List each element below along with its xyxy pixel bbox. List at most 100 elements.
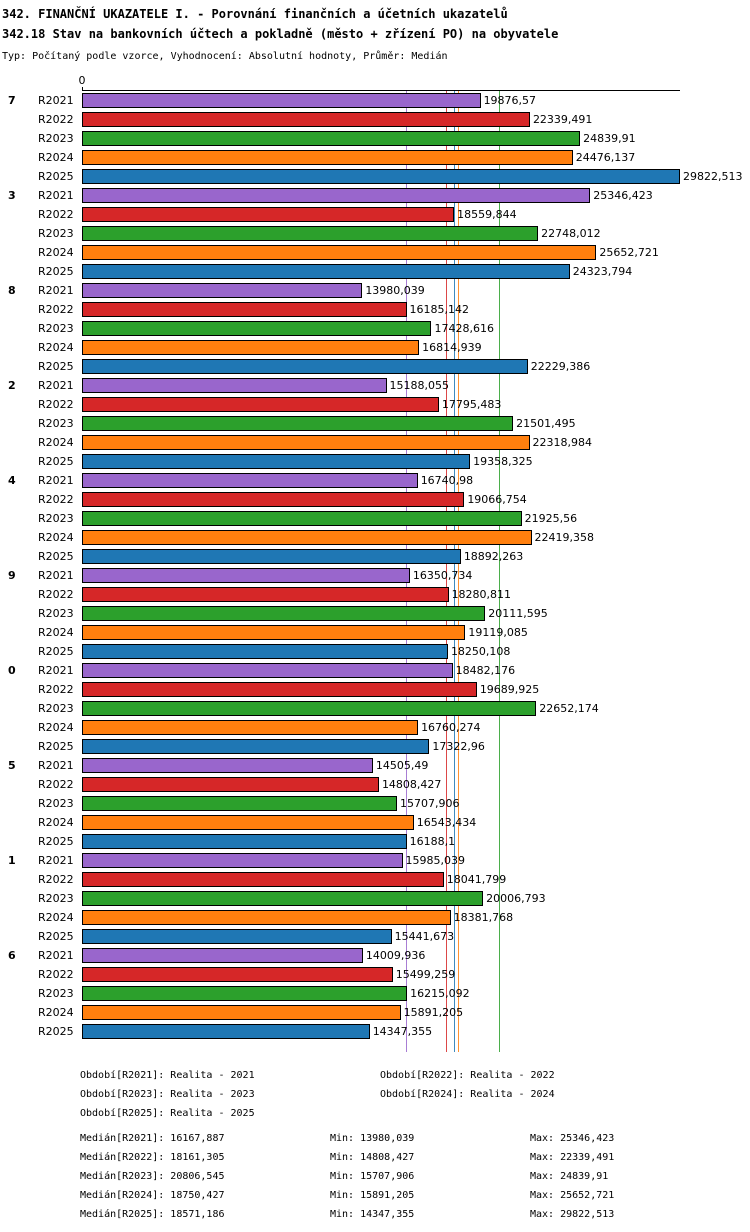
- median-r2023: Medián[R2023]: 20806,545: [80, 1171, 225, 1182]
- value-label: 22318,984: [532, 436, 593, 449]
- bar-row: R2024 24476,137: [0, 148, 750, 167]
- median-r2022: Medián[R2022]: 18161,305: [80, 1152, 225, 1163]
- series-label: R2021: [38, 474, 74, 487]
- series-label: R2024: [38, 341, 74, 354]
- bar-row: R2025 14347,355: [0, 1022, 750, 1041]
- value-label: 17322,96: [432, 740, 485, 753]
- bar-r2021: [82, 188, 591, 203]
- x-axis-zero-label: 0: [78, 74, 86, 87]
- value-label: 21501,495: [516, 417, 576, 430]
- stat-row-r2021: Medián[R2021]: 16167,887 Min: 13980,039 …: [80, 1129, 750, 1148]
- bar-area: 29822,513: [82, 167, 743, 186]
- series-label: R2025: [38, 835, 74, 848]
- bar-r2022: [82, 587, 449, 602]
- bar-row: R2023 20006,793: [0, 889, 750, 908]
- bar-area: 16814,939: [82, 338, 680, 357]
- value-label: 16188,1: [409, 835, 456, 848]
- bar-r2021: [82, 948, 363, 963]
- bar-area: 15985,039: [82, 851, 680, 870]
- bar-area: 20006,793: [82, 889, 680, 908]
- group-label: 6: [8, 949, 16, 962]
- bar-row: R2022 16185,142: [0, 300, 750, 319]
- bar-row: R2025 19358,325: [0, 452, 750, 471]
- bar-area: 16740,98: [82, 471, 680, 490]
- series-label: R2023: [38, 227, 74, 240]
- series-label: R2025: [38, 645, 74, 658]
- bar-area: 18482,176: [82, 661, 680, 680]
- series-label: R2024: [38, 531, 74, 544]
- bar-row: R2022 18041,799: [0, 870, 750, 889]
- min-r2024: Min: 15891,205: [330, 1190, 415, 1201]
- bar-area: 16350,734: [82, 566, 680, 585]
- bar-r2022: [82, 967, 393, 982]
- series-label: R2023: [38, 892, 74, 905]
- bar-area: 24839,91: [82, 129, 680, 148]
- bar-area: 15499,259: [82, 965, 680, 984]
- value-label: 14808,427: [381, 778, 442, 791]
- bar-r2025: [82, 549, 461, 564]
- bar-r2021: [82, 93, 481, 108]
- bar-r2022: [82, 872, 444, 887]
- bar-r2024: [82, 625, 466, 640]
- median-r2025: Medián[R2025]: 18571,186: [80, 1209, 225, 1220]
- bar-row: R2025 17322,96: [0, 737, 750, 756]
- value-label: 18559,844: [457, 208, 517, 221]
- bar-row: R2024 22419,358: [0, 528, 750, 547]
- series-label: R2024: [38, 436, 74, 449]
- bar-area: 15441,673: [82, 927, 680, 946]
- bar-area: 13980,039: [82, 281, 680, 300]
- bar-area: 15188,055: [82, 376, 680, 395]
- series-label: R2021: [38, 854, 74, 867]
- median-line-r2024: [457, 91, 459, 1052]
- bar-r2025: [82, 644, 448, 659]
- bar-area: 14009,936: [82, 946, 680, 965]
- bar-row: R2022 18559,844: [0, 205, 750, 224]
- report-subtitle: 342.18 Stav na bankovních účtech a pokla…: [2, 27, 559, 41]
- min-r2023: Min: 15707,906: [330, 1171, 415, 1182]
- bar-row: 2 R2021 15188,055: [0, 376, 750, 395]
- bar-r2024: [82, 340, 420, 355]
- max-r2024: Max: 25652,721: [530, 1190, 615, 1201]
- bar-r2021: [82, 568, 410, 583]
- series-label: R2021: [38, 284, 74, 297]
- series-label: R2022: [38, 398, 74, 411]
- stat-row-r2025: Medián[R2025]: 18571,186 Min: 14347,355 …: [80, 1205, 750, 1224]
- bar-row: R2024 16543,434: [0, 813, 750, 832]
- value-label: 19358,325: [473, 455, 533, 468]
- bar-r2022: [82, 492, 465, 507]
- max-r2023: Max: 24839,91: [530, 1171, 609, 1182]
- series-label: R2025: [38, 455, 74, 468]
- period-entry-r2025: Období[R2025]: Realita - 2025: [80, 1108, 255, 1119]
- value-label: 18892,263: [463, 550, 524, 563]
- value-label: 15891,205: [403, 1006, 464, 1019]
- group-label: 0: [8, 664, 16, 677]
- bar-r2022: [82, 112, 530, 127]
- bar-r2024: [82, 150, 573, 165]
- value-label: 22652,174: [539, 702, 599, 715]
- bar-area: 18381,768: [82, 908, 680, 927]
- series-label: R2023: [38, 322, 74, 335]
- bar-row: R2024 19119,085: [0, 623, 750, 642]
- series-label: R2021: [38, 569, 74, 582]
- series-label: R2024: [38, 721, 74, 734]
- median-line-r2025: [454, 91, 456, 1052]
- value-label: 24323,794: [572, 265, 633, 278]
- period-legend: Období[R2021]: Realita - 2021 Období[R20…: [0, 1066, 750, 1123]
- bar-r2021: [82, 758, 373, 773]
- median-r2021: Medián[R2021]: 16167,887: [80, 1133, 225, 1144]
- bar-area: 16215,092: [82, 984, 680, 1003]
- bar-r2023: [82, 986, 408, 1001]
- bar-r2021: [82, 663, 453, 678]
- bar-r2022: [82, 397, 439, 412]
- min-r2022: Min: 14808,427: [330, 1152, 415, 1163]
- bar-row: R2025 22229,386: [0, 357, 750, 376]
- bar-row: R2024 15891,205: [0, 1003, 750, 1022]
- bar-r2024: [82, 815, 414, 830]
- value-label: 19119,085: [468, 626, 528, 639]
- value-label: 22419,358: [534, 531, 595, 544]
- series-label: R2021: [38, 759, 74, 772]
- value-label: 18482,176: [455, 664, 516, 677]
- bar-area: 21925,56: [82, 509, 680, 528]
- bar-area: 18559,844: [82, 205, 680, 224]
